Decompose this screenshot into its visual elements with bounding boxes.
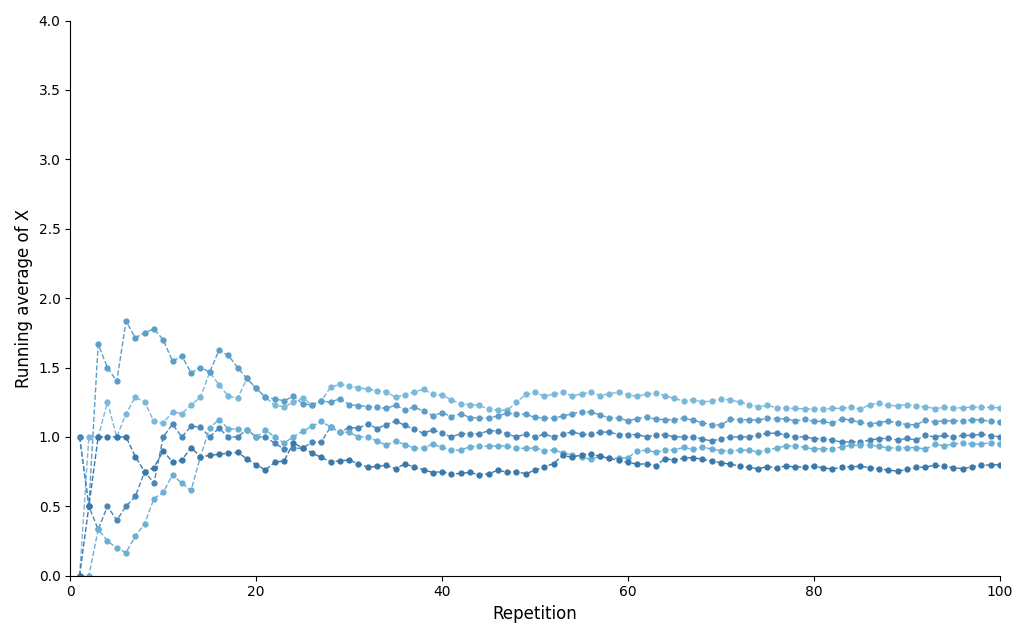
X-axis label: Repetition: Repetition	[492, 605, 578, 623]
Y-axis label: Running average of X: Running average of X	[15, 209, 33, 388]
